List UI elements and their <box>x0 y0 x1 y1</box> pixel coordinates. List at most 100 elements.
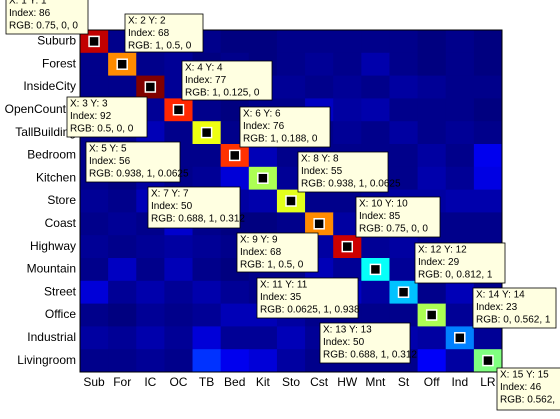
cell <box>248 144 278 168</box>
cell <box>445 75 475 99</box>
cell <box>80 258 109 282</box>
cell <box>80 235 109 259</box>
cell <box>276 30 306 54</box>
y-tick-label: Suburb <box>37 34 76 48</box>
cell <box>445 52 475 77</box>
y-tick-label: Office <box>45 307 76 321</box>
x-tick-label: HW <box>337 375 358 389</box>
datatip-text: X: 8 Y: 8 <box>301 154 339 165</box>
cell <box>80 349 109 373</box>
cell <box>361 280 390 305</box>
cell <box>473 98 503 122</box>
cell <box>192 144 222 168</box>
cell <box>108 280 137 305</box>
cell <box>136 258 165 282</box>
y-tick-label: Industrial <box>27 330 76 344</box>
cell <box>445 121 475 145</box>
datatip-marker <box>228 149 241 162</box>
cell <box>248 212 278 236</box>
cell <box>333 258 362 282</box>
x-tick-label: Ind <box>451 375 468 389</box>
cell <box>473 166 503 191</box>
cell <box>473 75 503 99</box>
cell <box>220 280 250 305</box>
cell <box>108 326 137 350</box>
datatip-text: Index: 55 <box>301 166 343 177</box>
cell <box>108 189 137 213</box>
datatip-box <box>472 287 557 329</box>
y-tick-label: Livingroom <box>17 353 76 367</box>
datatip-text: Index: 50 <box>323 337 365 348</box>
cell <box>248 189 278 213</box>
cell <box>473 144 503 168</box>
datatip-box <box>256 277 359 319</box>
x-tick-label: Cst <box>310 375 329 389</box>
cell <box>136 235 165 259</box>
cell <box>136 326 165 350</box>
cell <box>164 280 194 305</box>
y-tick-label: Store <box>47 193 76 207</box>
cell <box>445 98 475 122</box>
cell <box>220 30 250 54</box>
datatip-text: Index: 86 <box>9 8 51 19</box>
cell <box>389 52 419 77</box>
cell <box>333 189 362 213</box>
cell <box>276 326 306 350</box>
datatip-box <box>297 151 389 193</box>
datatip-marker <box>285 195 297 207</box>
cell <box>80 303 109 327</box>
datatip-text: X: 10 Y: 10 <box>359 199 408 210</box>
datatip-text: X: 5 Y: 5 <box>89 144 127 155</box>
cell <box>305 30 334 54</box>
cell <box>80 75 109 99</box>
datatip-box <box>85 141 181 183</box>
datatip-box <box>124 13 204 53</box>
cell <box>305 52 334 77</box>
x-tick-label: For <box>113 375 131 389</box>
cell <box>361 30 390 54</box>
cell <box>361 75 390 99</box>
datatip-text: RGB: 0.688, 1, 0.312 <box>151 214 245 225</box>
y-tick-label: Coast <box>45 216 77 230</box>
cell <box>473 121 503 145</box>
datatip-text: Index: 76 <box>243 121 285 132</box>
cell <box>80 52 109 77</box>
x-tick-label: Sto <box>282 375 300 389</box>
cell <box>389 30 419 54</box>
datatip-box <box>239 106 331 148</box>
cell <box>445 280 475 305</box>
datatip-text: Index: 77 <box>185 75 227 86</box>
cell <box>220 349 250 373</box>
cell <box>248 349 278 373</box>
cell <box>276 212 306 236</box>
cell <box>389 75 419 99</box>
y-tick-label: Mountain <box>27 262 76 276</box>
datatip-text: RGB: 1, 0.188, 0 <box>243 134 318 145</box>
cell <box>192 349 222 373</box>
datatip-text: RGB: 0.938, 1, 0.0625 <box>301 179 401 190</box>
cell <box>333 121 362 145</box>
datatip-marker <box>397 286 410 298</box>
datatip-text: X: 6 Y: 6 <box>243 109 281 120</box>
cell <box>136 349 165 373</box>
datatip-text: X: 3 Y: 3 <box>70 99 108 110</box>
datatip-box <box>319 322 411 364</box>
datatip-box <box>496 367 560 411</box>
datatip-marker <box>116 58 128 70</box>
cell <box>108 349 137 373</box>
datatip-text: X: 9 Y: 9 <box>240 235 278 246</box>
cell <box>192 258 222 282</box>
cell <box>164 235 194 259</box>
x-tick-label: LR <box>480 375 496 389</box>
cell <box>305 189 334 213</box>
datatip-text: RGB: 1, 0.5, 0 <box>240 260 304 271</box>
cell <box>333 75 362 99</box>
datatip-text: Index: 56 <box>89 156 131 167</box>
datatip-marker <box>172 104 185 116</box>
x-tick-label: St <box>398 375 410 389</box>
cell <box>333 98 362 122</box>
datatip-text: X: 13 Y: 13 <box>323 325 372 336</box>
datatip-text: X: 1 Y: 1 <box>9 0 47 7</box>
datatip-marker <box>425 309 438 321</box>
